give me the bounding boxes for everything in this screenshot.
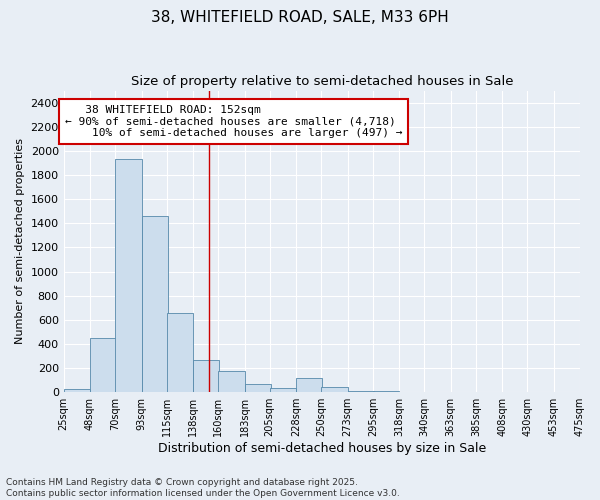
Bar: [296, 378, 322, 392]
Y-axis label: Number of semi-detached properties: Number of semi-detached properties: [15, 138, 25, 344]
Bar: [64, 388, 90, 392]
Text: 38, WHITEFIELD ROAD, SALE, M33 6PH: 38, WHITEFIELD ROAD, SALE, M33 6PH: [151, 10, 449, 25]
Bar: [90, 338, 116, 392]
Bar: [218, 371, 245, 392]
Bar: [245, 384, 271, 392]
Text: Contains HM Land Registry data © Crown copyright and database right 2025.
Contai: Contains HM Land Registry data © Crown c…: [6, 478, 400, 498]
Bar: [321, 388, 347, 392]
Bar: [270, 388, 296, 392]
Title: Size of property relative to semi-detached houses in Sale: Size of property relative to semi-detach…: [131, 75, 513, 88]
Bar: [115, 160, 142, 392]
Bar: [167, 312, 193, 392]
X-axis label: Distribution of semi-detached houses by size in Sale: Distribution of semi-detached houses by …: [158, 442, 486, 455]
Bar: [373, 391, 399, 392]
Text: 38 WHITEFIELD ROAD: 152sqm
← 90% of semi-detached houses are smaller (4,718)
   : 38 WHITEFIELD ROAD: 152sqm ← 90% of semi…: [65, 105, 403, 138]
Bar: [347, 391, 374, 392]
Bar: [142, 216, 168, 392]
Bar: [193, 360, 220, 392]
